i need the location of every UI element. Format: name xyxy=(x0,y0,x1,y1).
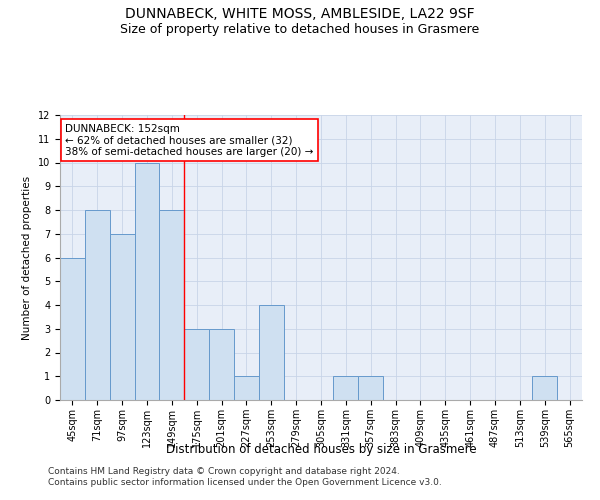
Text: DUNNABECK: 152sqm
← 62% of detached houses are smaller (32)
38% of semi-detached: DUNNABECK: 152sqm ← 62% of detached hous… xyxy=(65,124,314,157)
Bar xyxy=(334,376,358,400)
Bar xyxy=(60,258,85,400)
Bar xyxy=(184,329,209,400)
Text: DUNNABECK, WHITE MOSS, AMBLESIDE, LA22 9SF: DUNNABECK, WHITE MOSS, AMBLESIDE, LA22 9… xyxy=(125,8,475,22)
Bar xyxy=(234,376,259,400)
Bar xyxy=(209,329,234,400)
Bar xyxy=(259,305,284,400)
Bar xyxy=(110,234,134,400)
Text: Contains HM Land Registry data © Crown copyright and database right 2024.: Contains HM Land Registry data © Crown c… xyxy=(48,467,400,476)
Bar xyxy=(134,162,160,400)
Bar xyxy=(532,376,557,400)
Text: Distribution of detached houses by size in Grasmere: Distribution of detached houses by size … xyxy=(166,442,476,456)
Bar xyxy=(85,210,110,400)
Bar xyxy=(160,210,184,400)
Y-axis label: Number of detached properties: Number of detached properties xyxy=(22,176,32,340)
Text: Contains public sector information licensed under the Open Government Licence v3: Contains public sector information licen… xyxy=(48,478,442,487)
Text: Size of property relative to detached houses in Grasmere: Size of property relative to detached ho… xyxy=(121,22,479,36)
Bar xyxy=(358,376,383,400)
